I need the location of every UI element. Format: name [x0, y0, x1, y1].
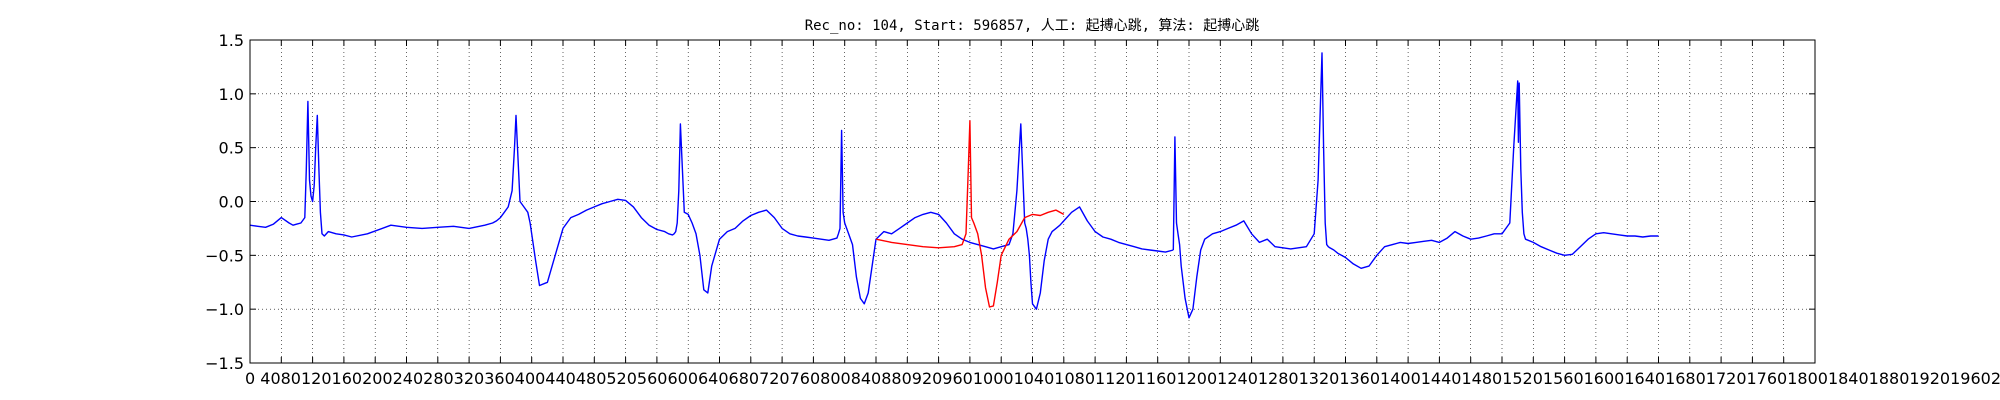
series-layer	[249, 52, 1659, 319]
x-tick-labels: 0 40801201602002402803203604004404805205…	[245, 369, 2000, 388]
y-axis: −1.5 −1.0 −0.5 0.0 0.5 1.0 1.5	[205, 31, 1815, 373]
y-tick-label: 1.5	[219, 31, 244, 50]
y-tick-label: −1.5	[205, 354, 244, 373]
ecg-highlight-line	[875, 120, 1065, 308]
ecg-trace-line	[1172, 52, 1659, 319]
y-tick-label: 0.5	[219, 139, 244, 158]
chart-title: Rec_no: 104, Start: 596857, 人工: 起搏心跳, 算法…	[805, 17, 1260, 34]
y-tick-label: −0.5	[205, 246, 244, 265]
x-axis	[249, 40, 1816, 363]
ecg-trace-line	[249, 100, 1174, 310]
y-tick-label: 1.0	[219, 85, 244, 104]
y-tick-label: −1.0	[205, 300, 244, 319]
y-tick-label: 0.0	[219, 193, 244, 212]
